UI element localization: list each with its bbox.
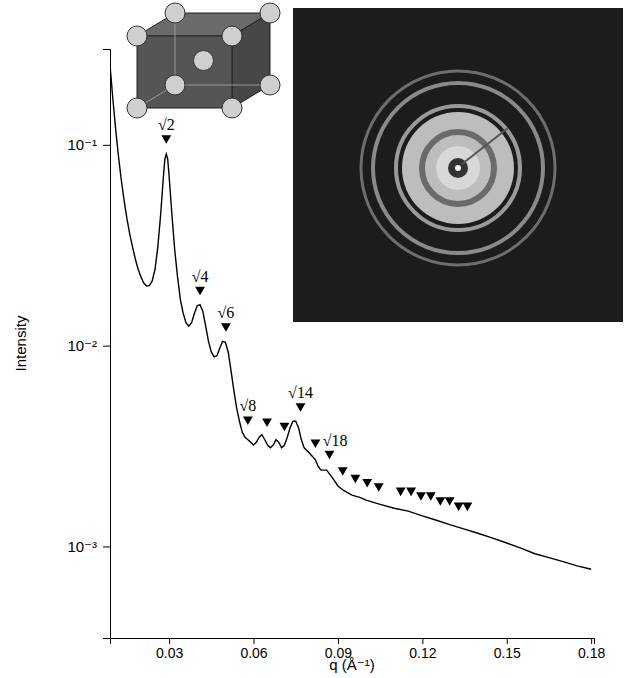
ring	[422, 132, 494, 204]
peak-marker	[362, 479, 372, 488]
x-tick: 0.18	[578, 638, 605, 661]
ring	[396, 106, 520, 230]
x-tick-mark	[591, 638, 592, 644]
beam-stop-arm	[462, 128, 508, 164]
halo	[402, 112, 514, 224]
x-tick-mark	[169, 638, 170, 644]
y-tick-mark	[103, 546, 110, 547]
y-axis-title: Intensity	[12, 315, 29, 371]
peak-label: √8	[239, 397, 256, 414]
x-tick: 0.06	[240, 638, 267, 661]
atom	[127, 98, 147, 118]
x-tick-label: 0.06	[240, 645, 267, 661]
peak-label: √4	[192, 268, 209, 285]
y-tick-label: 10⁻¹	[67, 136, 97, 153]
peak-marker	[445, 497, 455, 506]
inset-pattern	[293, 8, 623, 322]
atom	[222, 98, 242, 118]
peak-marker	[161, 135, 171, 144]
peak-marker	[296, 403, 306, 412]
y-tick-mark	[103, 145, 110, 146]
x-tick-mark	[507, 638, 508, 644]
peak-label: √18	[323, 432, 348, 449]
peak-marker	[310, 439, 320, 448]
x-tick-label: 0.03	[156, 645, 183, 661]
intensity-curve	[110, 65, 591, 569]
x-tick-mark	[422, 638, 423, 644]
y-tick: 10⁻³	[67, 538, 110, 555]
atom	[194, 51, 214, 71]
atom	[127, 26, 147, 46]
atom	[260, 3, 280, 23]
ring	[361, 71, 555, 265]
y-axis: 10⁻³ 10⁻² 10⁻¹	[67, 50, 110, 639]
atom	[165, 75, 185, 95]
halo-inner	[436, 146, 480, 190]
x-tick-label: 0.15	[494, 645, 521, 661]
chart: 0.030.060.090.120.150.1810⁻³10⁻²10⁻¹q (Å…	[0, 0, 632, 678]
y-tick: 10⁻²	[67, 337, 110, 354]
y-tick-label: 10⁻²	[67, 337, 97, 354]
peak-marker	[195, 287, 205, 296]
x-tick: 0.15	[494, 638, 521, 661]
plot-marks	[110, 65, 591, 569]
x-tick: 0.03	[156, 638, 183, 661]
peak-label: √2	[158, 116, 175, 133]
x-tick: 0.12	[409, 638, 436, 661]
x-axis-line	[111, 639, 595, 645]
peak-marker	[325, 451, 335, 460]
peak-label: √14	[288, 384, 313, 401]
cube-front	[137, 36, 232, 108]
peak-label: √6	[218, 304, 235, 321]
atom	[260, 75, 280, 95]
peak-marker	[416, 492, 426, 501]
y-axis-line	[103, 50, 111, 639]
peak-marker	[374, 483, 384, 492]
peak-marker	[221, 323, 231, 332]
y-tick-label: 10⁻³	[67, 538, 97, 555]
annotations: √2 √4 √6 √8 √14 √18	[158, 116, 348, 448]
ring	[373, 83, 543, 253]
cube-hidden-edge	[175, 13, 176, 85]
unit-cell	[127, 3, 280, 118]
peak-marker	[243, 416, 253, 425]
peak-marker	[396, 488, 406, 497]
inset-background	[293, 8, 623, 322]
x-tick-label: 0.18	[578, 645, 605, 661]
background	[0, 0, 632, 678]
peak-marker	[338, 467, 348, 476]
peak-marker	[280, 423, 290, 432]
atom	[165, 3, 185, 23]
peak-marker	[262, 418, 272, 427]
y-tick-mark	[103, 346, 110, 347]
peak-marker	[350, 475, 360, 484]
peak-marker	[426, 492, 436, 501]
x-tick-mark	[338, 638, 339, 644]
x-tick-label: 0.12	[409, 645, 436, 661]
beam-center	[455, 165, 461, 171]
peak-marker	[406, 488, 416, 497]
peak-marker	[435, 497, 445, 506]
peak-marker	[462, 503, 472, 512]
x-tick-mark	[254, 638, 255, 644]
atom	[222, 26, 242, 46]
y-tick: 10⁻¹	[67, 136, 110, 153]
peak-marker	[454, 503, 464, 512]
cube-hidden-edge	[175, 85, 270, 86]
x-axis-title: q (Å⁻¹)	[329, 656, 374, 673]
